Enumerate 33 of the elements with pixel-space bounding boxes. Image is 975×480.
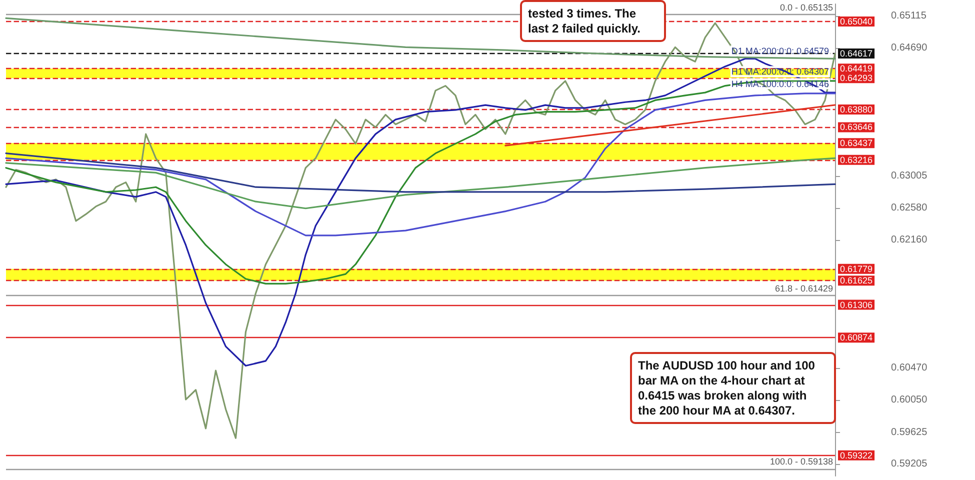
y-tick-label: 0.59205 [891, 458, 928, 470]
y-tick-label: 0.65115 [891, 10, 927, 22]
y-tick-label: 0.60050 [891, 394, 928, 406]
ref-line-label: 0.60874 [840, 332, 873, 343]
y-tick-label: 0.63005 [891, 170, 928, 182]
ref-line-label: 0.61779 [840, 264, 873, 274]
y-tick-label: 0.64690 [891, 42, 928, 54]
y-tick-label: 0.62160 [891, 234, 928, 246]
y-tick-label: 0.62580 [891, 202, 928, 214]
line-series [5, 157, 836, 210]
ref-line-label: 0.64293 [840, 73, 873, 84]
annotation: 100.0 - 0.59138 [770, 456, 833, 466]
ref-line-label: 0.63646 [840, 122, 873, 132]
line-series [5, 80, 836, 285]
ref-line-label: 0.64419 [840, 64, 873, 74]
ref-line-label: 0.63437 [840, 138, 873, 148]
annotation: The AUDUSD 100 hour and 100 bar MA on the 4-hour chart at 0.6415 was broken along with the 200 hour MA at 0.64307. [638, 358, 818, 418]
ref-line-label: 0.65040 [840, 16, 873, 26]
y-tick-label: 0.60470 [891, 362, 928, 374]
ref-line-label: 0.61306 [840, 300, 873, 310]
line-series [5, 152, 836, 193]
annotation: 61.8 - 0.61429 [774, 284, 833, 294]
line-series [5, 92, 836, 236]
ref-line-label: 0.59322 [840, 450, 873, 460]
line-series [5, 17, 836, 60]
y-tick-label: 0.59625 [891, 426, 928, 438]
line-series [5, 22, 836, 439]
annotation: tested 3 times. The last 2 failed quickly. [528, 6, 640, 36]
ref-line-label: 0.61625 [840, 276, 873, 286]
ref-line-label: 0.64617 [840, 48, 873, 59]
ref-line-label: 0.63216 [840, 154, 873, 165]
annotation: 0.0 - 0.65135 [780, 2, 833, 12]
ref-line-label: 0.63880 [840, 104, 873, 114]
